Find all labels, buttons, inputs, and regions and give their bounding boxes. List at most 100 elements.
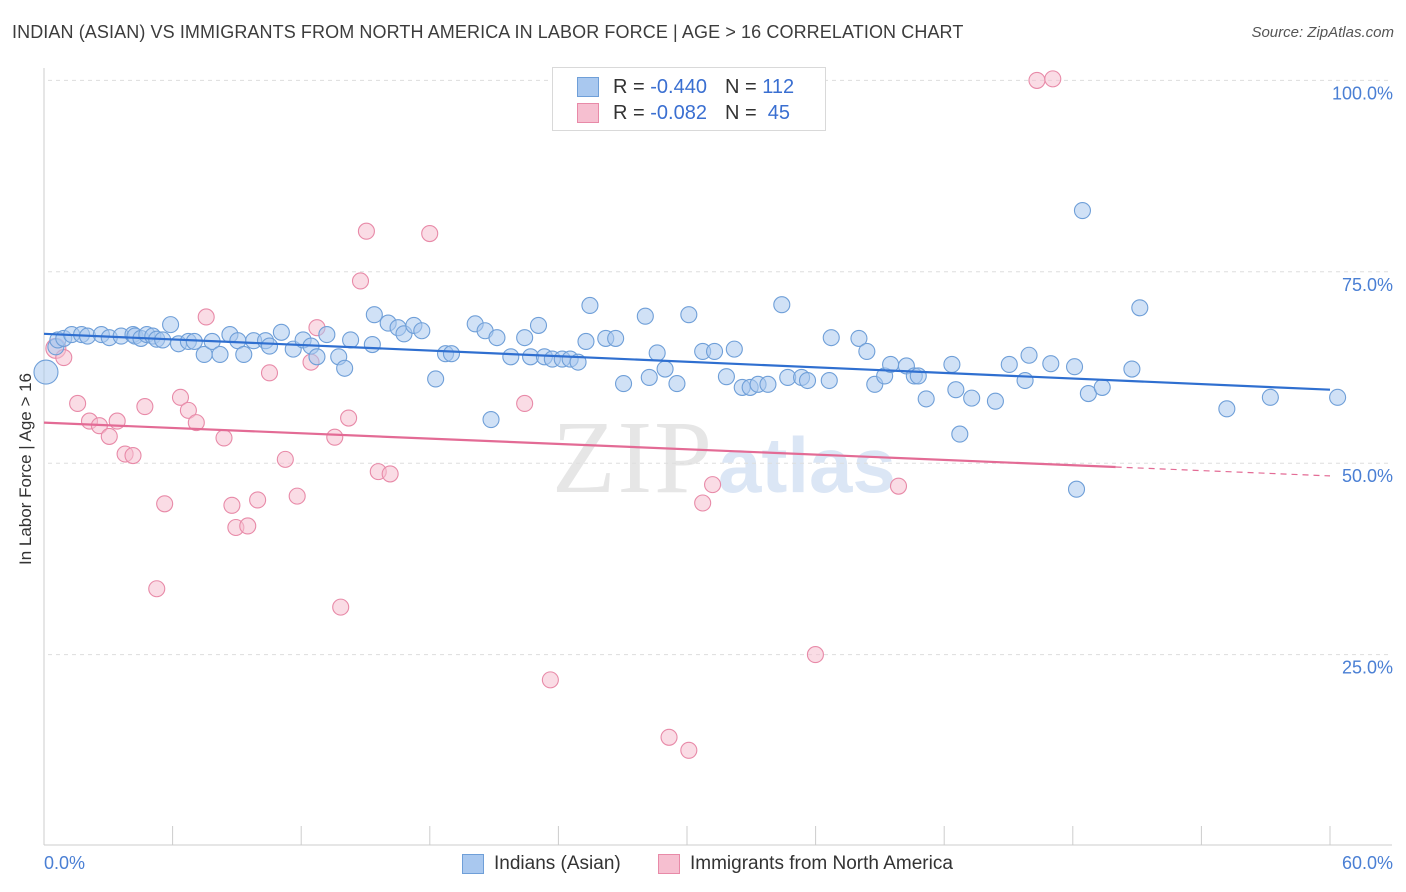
- pink-point: [806, 646, 824, 664]
- blue-point: [482, 411, 500, 429]
- blue-point: [516, 329, 534, 347]
- legend-label: Immigrants from North America: [690, 853, 953, 874]
- blue-point: [1329, 388, 1347, 406]
- pink-point: [680, 741, 698, 759]
- series-immigrants-north-america: [45, 70, 1062, 759]
- pink-point: [381, 465, 399, 483]
- legend-swatch-pink: [658, 854, 680, 874]
- blue-point: [1020, 346, 1038, 364]
- legend-item-immigrants-north-america: Immigrants from North America: [658, 851, 953, 877]
- r-value: -0.440: [650, 75, 707, 98]
- legend-item-indians-asian: Indians (Asian): [462, 851, 621, 877]
- pink-point: [660, 728, 678, 746]
- pink-point: [179, 401, 197, 419]
- blue-point: [858, 342, 876, 360]
- blue-point: [947, 381, 965, 399]
- pink-point: [326, 428, 344, 446]
- legend-swatch-blue: [577, 77, 599, 97]
- pink-point: [136, 397, 154, 416]
- blue-point: [529, 316, 548, 334]
- blue-point: [33, 359, 59, 385]
- trend-line-pink-extension: [1115, 466, 1331, 477]
- pink-point: [351, 272, 370, 290]
- pink-point: [276, 450, 294, 468]
- pink-point: [516, 394, 534, 413]
- blue-point: [680, 306, 698, 324]
- pink-point: [260, 364, 279, 382]
- pink-point: [124, 446, 142, 465]
- blue-point: [1000, 355, 1018, 373]
- blue-point: [943, 355, 961, 373]
- pink-point: [215, 429, 233, 447]
- blue-point: [822, 329, 840, 347]
- axes: [43, 68, 1392, 846]
- n-value: 45: [767, 101, 791, 124]
- blue-point: [917, 390, 935, 408]
- pink-point: [541, 671, 559, 689]
- blue-point: [260, 337, 279, 355]
- blue-point: [577, 332, 595, 351]
- blue-point: [363, 335, 381, 354]
- blue-point: [636, 307, 654, 325]
- pink-point: [704, 476, 722, 494]
- blue-point: [336, 359, 354, 377]
- blue-point: [986, 392, 1004, 410]
- blue-point: [318, 326, 336, 344]
- blue-point: [759, 375, 777, 393]
- blue-point: [308, 348, 326, 366]
- x-tick-label-min: 0.0%: [44, 853, 85, 873]
- blue-point: [442, 345, 461, 363]
- blue-point: [427, 370, 445, 388]
- blue-point: [951, 425, 969, 443]
- blue-point: [162, 316, 180, 334]
- blue-point: [773, 296, 791, 314]
- blue-point: [798, 371, 817, 390]
- watermark: ZIP atlas: [552, 400, 896, 515]
- chart-title: INDIAN (ASIAN) VS IMMIGRANTS FROM NORTH …: [12, 22, 964, 42]
- blue-point: [1016, 371, 1034, 390]
- series-indians-asian: [33, 202, 1347, 498]
- blue-point: [820, 371, 838, 390]
- blue-point: [342, 331, 360, 349]
- x-tick-label-max: 60.0%: [1342, 853, 1393, 873]
- blue-point: [909, 367, 927, 385]
- blue-point: [1067, 480, 1086, 498]
- stats-legend: R = -0.440 N = 112 R = -0.082 N = 45: [552, 67, 826, 131]
- watermark-atlas: atlas: [718, 421, 896, 509]
- y-tick-label: 75.0%: [1342, 275, 1393, 295]
- trend-lines: [43, 332, 1331, 477]
- blue-point: [850, 329, 868, 347]
- blue-point: [502, 348, 520, 366]
- pink-point: [156, 495, 174, 513]
- legend-swatch-pink: [577, 103, 599, 123]
- pink-point: [100, 427, 118, 445]
- legend-swatch-blue: [462, 854, 484, 874]
- blue-point: [963, 389, 981, 407]
- pink-point: [340, 409, 358, 427]
- stats-row-pink: R = -0.082 N = 45: [577, 101, 790, 125]
- source-label: Source: ZipAtlas.com: [1251, 24, 1394, 41]
- blue-point: [648, 344, 666, 362]
- n-label: N =: [724, 101, 757, 124]
- trend-line-blue: [43, 332, 1331, 391]
- pink-point: [171, 388, 190, 406]
- pink-point: [421, 224, 439, 243]
- blue-point: [488, 329, 506, 347]
- blue-point: [365, 306, 383, 324]
- pink-point: [889, 477, 908, 495]
- n-label: N =: [724, 75, 757, 98]
- trend-line-pink: [43, 421, 1116, 469]
- pink-point: [187, 414, 205, 432]
- blue-point: [607, 329, 625, 347]
- blue-point: [581, 296, 599, 315]
- pink-point: [197, 308, 215, 326]
- pink-point: [1044, 70, 1062, 88]
- pink-point: [223, 496, 241, 514]
- y-tick-label: 50.0%: [1342, 466, 1393, 486]
- blue-point: [725, 340, 743, 358]
- n-value: 112: [762, 75, 795, 98]
- x-tick-labels: 0.0% 60.0%: [44, 853, 1393, 873]
- y-tick-label: 100.0%: [1332, 83, 1393, 103]
- legend-label: Indians (Asian): [494, 853, 621, 874]
